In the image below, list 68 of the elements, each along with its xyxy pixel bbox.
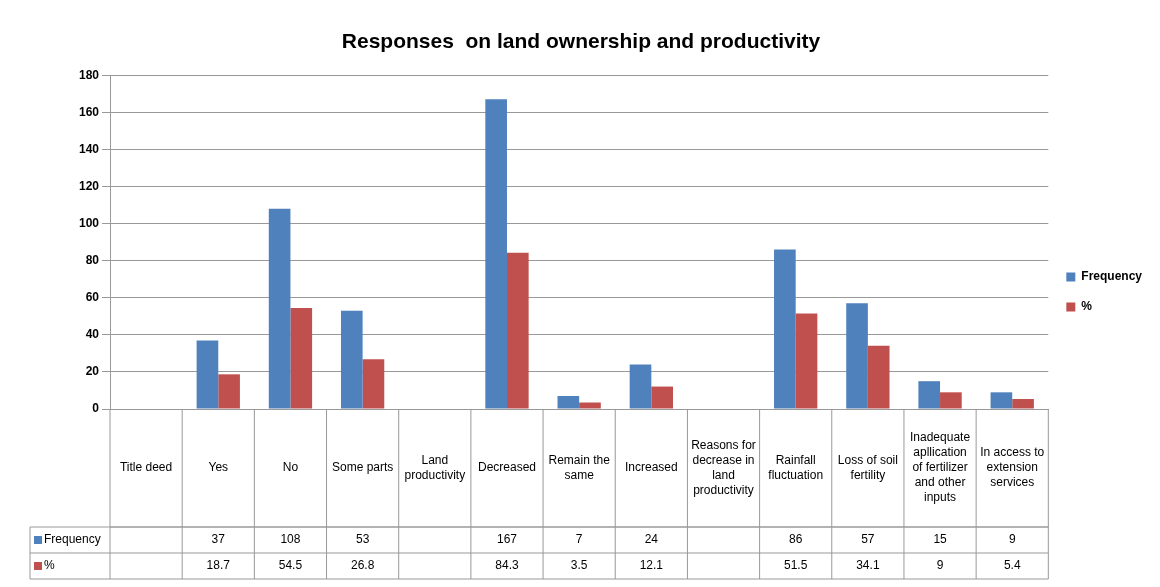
bar (774, 249, 796, 409)
bar (867, 345, 890, 409)
y-tick-label: 0 (92, 401, 100, 416)
bar (940, 392, 962, 409)
y-tick-label: 20 (85, 364, 100, 379)
data-label: 9 (1008, 532, 1016, 547)
data-label: 7 (575, 532, 583, 547)
chart-title: Responses on land ownership and productivity (341, 29, 821, 53)
bar (846, 303, 868, 409)
bar (990, 392, 1013, 409)
y-tick-label: 60 (85, 290, 100, 305)
legend-label: Frequency (1081, 269, 1143, 284)
bar (290, 307, 313, 409)
data-label: 5.4 (1003, 558, 1021, 573)
data-label: 9 (936, 558, 944, 573)
text: % (44, 558, 55, 573)
bar (268, 208, 291, 409)
bar (218, 374, 240, 409)
bar (795, 313, 818, 409)
data-label: 54.5 (278, 558, 303, 573)
data-label: 37 (211, 532, 226, 547)
legend-label: % (1081, 299, 1093, 314)
x-tick-label: Reasons for decrease in land productivity (691, 437, 756, 497)
x-tick-label: Loss of soil fertility (837, 452, 898, 482)
data-label: 26.8 (350, 558, 375, 573)
text: Frequency (44, 532, 101, 547)
data-label: 12.1 (639, 558, 664, 573)
y-tick-label: 180 (78, 67, 100, 82)
x-tick-label: Yes (208, 460, 229, 475)
x-tick-label: Inadequate apllication of fertilizer and other inputs (910, 430, 971, 505)
data-label: 34.1 (856, 558, 880, 573)
data-label: 84.3 (495, 558, 519, 573)
bar (506, 252, 529, 409)
bar (196, 340, 219, 409)
bar (651, 386, 673, 409)
bar (629, 364, 652, 409)
bar (579, 402, 601, 409)
data-label: 18.7 (206, 558, 231, 573)
x-tick-label: Increased (624, 460, 678, 475)
x-tick-label: Some parts (331, 460, 394, 475)
y-tick-label: 100 (78, 215, 100, 230)
x-tick-label: Title deed (119, 460, 173, 475)
data-label: 167 (496, 532, 518, 547)
data-label: 3.5 (570, 558, 588, 573)
data-label: 86 (789, 532, 803, 547)
x-tick-label: Decreased (477, 460, 536, 475)
y-tick-label: 160 (78, 104, 100, 119)
bar (485, 99, 507, 409)
x-tick-label: No (282, 460, 299, 475)
data-label: 24 (644, 532, 659, 547)
data-label: 53 (355, 532, 370, 547)
data-label: 15 (933, 532, 948, 547)
x-tick-label: In access to extension services (980, 445, 1045, 490)
bar (362, 359, 385, 409)
y-tick-label: 80 (85, 252, 100, 267)
bar (340, 310, 363, 409)
bar (557, 396, 580, 409)
y-tick-label: 40 (85, 327, 100, 342)
data-label: 108 (280, 532, 301, 547)
x-tick-label: Land productivity (404, 452, 466, 482)
data-label: 57 (861, 532, 875, 547)
y-tick-label: 120 (78, 178, 100, 193)
data-label: 51.5 (784, 558, 808, 573)
bar (1012, 398, 1034, 409)
x-tick-label: Remain the same (548, 452, 611, 482)
x-tick-label: Rainfall fluctuation (768, 452, 824, 482)
y-tick-label: 140 (78, 141, 100, 156)
bar (918, 381, 941, 409)
